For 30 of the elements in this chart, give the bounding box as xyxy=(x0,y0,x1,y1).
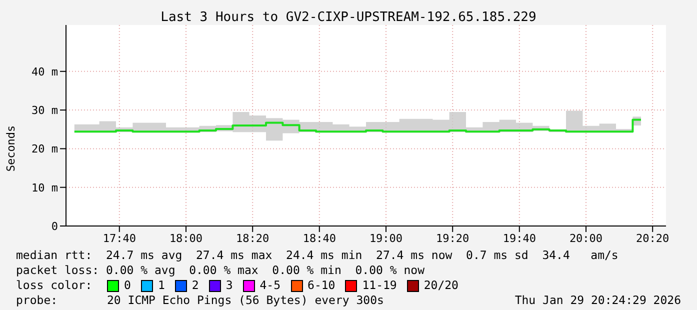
text: Thu Jan 29 20:24:29 2026 xyxy=(514,293,681,308)
x-tick-label: 19:40 xyxy=(502,232,536,245)
text: loss color: xyxy=(16,278,94,293)
y-tick-label: 0 xyxy=(51,220,58,233)
x-tick-label: 18:00 xyxy=(169,232,203,245)
text: median rtt: 24.7 ms avg 27.4 ms max 24.4 ms min 27.4 ms now 0.7 ms sd 34.4 am/s xyxy=(16,248,620,263)
text: probe: xyxy=(16,293,59,308)
text: 11-19 xyxy=(362,278,397,293)
x-tick-label: 20:20 xyxy=(636,232,670,245)
x-tick-label: 17:40 xyxy=(102,232,136,245)
x-tick-label: 18:40 xyxy=(302,232,336,245)
x-tick-label: 19:20 xyxy=(436,232,470,245)
text: 0 xyxy=(124,278,131,293)
y-tick-label: 20 m xyxy=(32,142,58,156)
text: 20/20 xyxy=(424,278,458,293)
x-tick-label: 19:00 xyxy=(369,232,403,245)
text: 6-10 xyxy=(308,278,336,293)
text: 3 xyxy=(226,278,233,293)
y-axis-title: Seconds xyxy=(4,125,18,172)
text: 4-5 xyxy=(260,278,281,293)
text: 20 ICMP Echo Pings (56 Bytes) every 300s xyxy=(107,293,385,308)
text: packet loss: 0.00 % avg 0.00 % max 0.00 % min 0.00 % now xyxy=(16,263,426,278)
x-tick-label: 20:00 xyxy=(569,232,603,245)
chart-title: Last 3 Hours to GV2-CIXP-UPSTREAM-192.65.185.229 xyxy=(160,10,538,25)
y-tick-label: 40 m xyxy=(32,65,58,78)
text: 2 xyxy=(192,278,199,293)
y-tick-label: 10 m xyxy=(32,181,58,194)
x-tick-label: 18:20 xyxy=(236,232,270,245)
text: 1 xyxy=(158,278,165,293)
y-tick-label: 30 m xyxy=(32,104,58,117)
